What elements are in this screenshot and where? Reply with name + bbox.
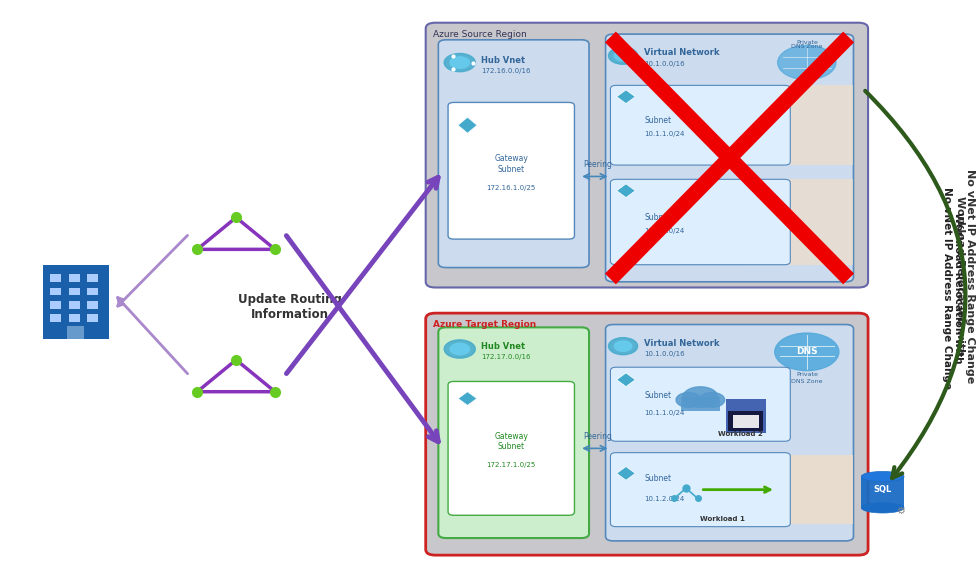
Text: Workload Relocation with
No vNet IP Address Range Change: Workload Relocation with No vNet IP Addr… — [941, 186, 962, 389]
FancyBboxPatch shape — [610, 453, 789, 527]
Polygon shape — [616, 90, 635, 104]
Text: Workload 2: Workload 2 — [717, 431, 762, 436]
Circle shape — [450, 343, 469, 355]
Bar — [50, 314, 61, 321]
Text: 10.1.2.0/24: 10.1.2.0/24 — [644, 496, 684, 501]
Text: Subnet: Subnet — [644, 474, 671, 483]
Circle shape — [444, 340, 474, 358]
Bar — [744, 85, 853, 165]
Circle shape — [698, 393, 724, 407]
Text: 10.1.0.0/16: 10.1.0.0/16 — [644, 351, 685, 357]
Polygon shape — [616, 466, 635, 480]
Text: DNS Zone: DNS Zone — [790, 379, 822, 384]
Bar — [50, 274, 61, 282]
Text: Azure Target Region: Azure Target Region — [433, 320, 536, 329]
Bar — [87, 288, 98, 296]
Ellipse shape — [861, 503, 903, 513]
Bar — [718, 370, 750, 439]
Text: 10.1.1.0/24: 10.1.1.0/24 — [644, 131, 685, 137]
Text: Private: Private — [795, 40, 817, 45]
Text: 10.1.1.0/24: 10.1.1.0/24 — [644, 410, 685, 416]
Circle shape — [608, 47, 637, 64]
Circle shape — [683, 387, 717, 407]
Bar — [744, 179, 853, 264]
Text: Subnet: Subnet — [644, 213, 671, 222]
Ellipse shape — [861, 472, 903, 482]
FancyBboxPatch shape — [438, 40, 589, 267]
Circle shape — [774, 333, 838, 371]
Text: Virtual Network: Virtual Network — [644, 339, 719, 348]
Text: ⚙: ⚙ — [895, 507, 904, 516]
Bar — [728, 411, 763, 431]
Bar — [50, 301, 61, 309]
Bar — [682, 182, 784, 262]
Bar — [660, 455, 853, 524]
Text: Subnet: Subnet — [644, 391, 671, 400]
FancyBboxPatch shape — [605, 324, 853, 541]
Bar — [68, 288, 79, 296]
Text: Workload 1: Workload 1 — [699, 516, 743, 522]
Bar — [87, 314, 98, 321]
FancyBboxPatch shape — [605, 34, 853, 282]
Bar — [43, 264, 109, 339]
Bar — [681, 397, 719, 411]
Bar — [678, 370, 784, 439]
Bar — [67, 326, 84, 339]
Text: 172.16.1.0/25: 172.16.1.0/25 — [486, 185, 535, 191]
Text: Azure Source Region: Azure Source Region — [433, 29, 527, 39]
Bar — [733, 415, 758, 428]
Text: Workload Relocation with: Workload Relocation with — [955, 196, 964, 356]
FancyArrowPatch shape — [865, 91, 964, 478]
Polygon shape — [616, 184, 635, 198]
Text: Hub Vnet: Hub Vnet — [480, 56, 525, 65]
FancyBboxPatch shape — [438, 327, 589, 538]
Text: DNS Zone: DNS Zone — [790, 44, 822, 49]
Text: Peering: Peering — [583, 160, 611, 170]
Text: No vNet IP Address Range Change: No vNet IP Address Range Change — [964, 169, 974, 383]
Text: Private: Private — [795, 372, 817, 377]
Polygon shape — [458, 392, 476, 405]
Text: 172.17.0.0/16: 172.17.0.0/16 — [480, 354, 530, 360]
Text: 172.17.1.0/25: 172.17.1.0/25 — [486, 462, 535, 469]
Text: 10.1.2.0/24: 10.1.2.0/24 — [644, 228, 684, 233]
Bar — [68, 314, 79, 321]
Bar — [68, 274, 79, 282]
Bar — [87, 274, 98, 282]
Bar — [861, 477, 903, 508]
Circle shape — [608, 338, 637, 355]
Bar — [87, 301, 98, 309]
Circle shape — [444, 53, 474, 72]
Text: 172.16.0.0/16: 172.16.0.0/16 — [480, 67, 530, 74]
Circle shape — [613, 341, 631, 351]
FancyBboxPatch shape — [610, 179, 789, 264]
Bar — [50, 288, 61, 296]
Text: Virtual Network: Virtual Network — [644, 48, 719, 58]
FancyBboxPatch shape — [425, 22, 867, 288]
Circle shape — [777, 45, 835, 80]
Text: Update Routing
Information: Update Routing Information — [238, 293, 341, 321]
Text: Peering: Peering — [583, 432, 611, 441]
Text: Hub Vnet: Hub Vnet — [480, 342, 525, 351]
Text: DNS: DNS — [795, 347, 817, 356]
FancyBboxPatch shape — [610, 367, 789, 441]
Polygon shape — [616, 373, 635, 386]
Circle shape — [676, 393, 700, 407]
Text: Gateway
Subnet: Gateway Subnet — [494, 154, 528, 174]
Bar — [725, 398, 766, 433]
FancyBboxPatch shape — [448, 381, 574, 515]
Circle shape — [613, 51, 631, 61]
Circle shape — [450, 57, 469, 68]
FancyBboxPatch shape — [610, 85, 789, 165]
Bar — [686, 88, 784, 162]
FancyBboxPatch shape — [448, 102, 574, 239]
Bar — [68, 301, 79, 309]
Text: 10.1.0.0/16: 10.1.0.0/16 — [644, 61, 685, 67]
Text: Gateway
Subnet: Gateway Subnet — [494, 432, 528, 451]
FancyBboxPatch shape — [425, 313, 867, 555]
Text: Subnet: Subnet — [644, 116, 671, 125]
Text: SQL: SQL — [872, 485, 891, 494]
Polygon shape — [458, 117, 476, 133]
